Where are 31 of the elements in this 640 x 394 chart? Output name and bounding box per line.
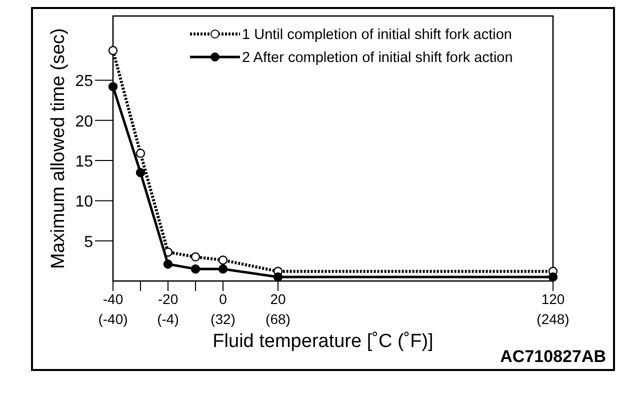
legend-label: 2 After completion of initial shift fork action xyxy=(242,50,513,66)
x-axis-title: Fluid temperature [˚C (˚F)] xyxy=(212,331,434,352)
point xyxy=(136,168,146,178)
x2-tick-label: (32) xyxy=(210,311,236,327)
y-tick-label: 5 xyxy=(84,234,94,251)
point xyxy=(108,82,118,92)
x-tick-label: -40 xyxy=(102,290,124,307)
x-tick-label: -20 xyxy=(158,290,178,307)
point xyxy=(163,260,173,269)
y-tick-label: 10 xyxy=(75,194,94,211)
x2-tick-label: (-4) xyxy=(157,311,179,327)
y-tick-label: 20 xyxy=(75,113,94,130)
y-tick-label: 15 xyxy=(75,154,94,171)
x2-tick-label: (-40) xyxy=(98,311,128,327)
y-tick-label: 25 xyxy=(75,73,94,90)
x-tick-label: 20 xyxy=(270,290,286,307)
point xyxy=(136,148,146,158)
x2-tick-label: (248) xyxy=(536,311,570,327)
point xyxy=(218,256,228,265)
x-tick-label: 120 xyxy=(541,290,565,307)
point xyxy=(108,46,118,56)
point xyxy=(190,264,200,274)
point xyxy=(548,272,558,282)
x-tick-label: 0 xyxy=(219,290,228,307)
text: AC710827AB xyxy=(500,347,606,366)
y-axis-title: Maximum allowed time (sec) xyxy=(48,28,69,269)
x2-tick-label: (68) xyxy=(266,311,290,327)
point xyxy=(273,272,283,282)
point xyxy=(190,252,200,262)
legend-label: 1 Until completion of initial shift fork action xyxy=(242,27,512,43)
point xyxy=(218,264,228,274)
